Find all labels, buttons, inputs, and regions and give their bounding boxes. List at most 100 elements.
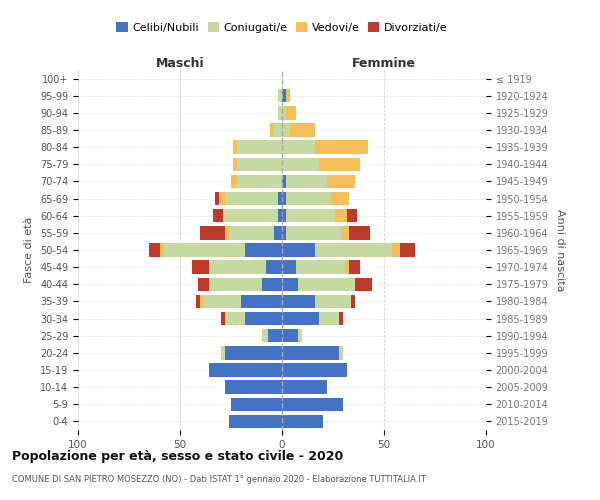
Bar bbox=[160, 244, 164, 256]
Bar bbox=[335, 209, 347, 222]
Bar bbox=[266, 260, 282, 274]
Bar bbox=[331, 192, 349, 205]
Bar bbox=[225, 312, 245, 326]
Bar bbox=[200, 294, 205, 308]
Bar bbox=[237, 140, 282, 154]
Y-axis label: Anni di nascita: Anni di nascita bbox=[555, 209, 565, 291]
Bar bbox=[237, 158, 282, 171]
Bar bbox=[327, 174, 355, 188]
Bar bbox=[286, 192, 331, 205]
Bar bbox=[282, 329, 298, 342]
Bar bbox=[164, 244, 245, 256]
Bar bbox=[229, 414, 282, 428]
Bar bbox=[298, 278, 355, 291]
Bar bbox=[274, 124, 282, 136]
Bar bbox=[212, 209, 223, 222]
Bar bbox=[314, 140, 368, 154]
Bar bbox=[286, 89, 290, 102]
Bar bbox=[349, 226, 370, 239]
Bar bbox=[237, 174, 282, 188]
Bar bbox=[282, 380, 327, 394]
Bar bbox=[225, 192, 278, 205]
Bar bbox=[278, 192, 282, 205]
Bar bbox=[314, 294, 352, 308]
Bar bbox=[223, 209, 278, 222]
Bar bbox=[274, 226, 282, 239]
Bar bbox=[229, 226, 274, 239]
Bar bbox=[296, 260, 345, 274]
Bar bbox=[282, 124, 290, 136]
Bar bbox=[298, 329, 302, 342]
Bar bbox=[282, 106, 286, 120]
Bar bbox=[345, 260, 349, 274]
Bar bbox=[225, 226, 229, 239]
Bar bbox=[199, 278, 209, 291]
Bar bbox=[282, 140, 314, 154]
Legend: Celibi/Nubili, Coniugati/e, Vedovi/e, Divorziati/e: Celibi/Nubili, Coniugati/e, Vedovi/e, Di… bbox=[112, 18, 452, 38]
Bar bbox=[282, 89, 286, 102]
Bar bbox=[282, 364, 347, 376]
Bar bbox=[268, 329, 282, 342]
Bar bbox=[319, 158, 359, 171]
Bar bbox=[196, 294, 200, 308]
Bar bbox=[355, 278, 372, 291]
Bar bbox=[339, 346, 343, 360]
Bar bbox=[245, 244, 282, 256]
Bar bbox=[286, 174, 327, 188]
Bar bbox=[262, 278, 282, 291]
Bar bbox=[200, 226, 225, 239]
Text: Maschi: Maschi bbox=[155, 57, 205, 70]
Bar bbox=[400, 244, 415, 256]
Bar bbox=[219, 192, 225, 205]
Bar bbox=[314, 244, 392, 256]
Bar bbox=[282, 226, 286, 239]
Bar bbox=[282, 158, 319, 171]
Bar bbox=[282, 294, 314, 308]
Bar bbox=[282, 244, 314, 256]
Bar bbox=[270, 124, 274, 136]
Bar bbox=[225, 346, 282, 360]
Bar bbox=[347, 209, 358, 222]
Bar bbox=[286, 106, 296, 120]
Bar bbox=[349, 260, 359, 274]
Bar bbox=[352, 294, 355, 308]
Bar bbox=[209, 364, 282, 376]
Bar bbox=[282, 278, 298, 291]
Y-axis label: Fasce di età: Fasce di età bbox=[25, 217, 34, 283]
Text: Femmine: Femmine bbox=[352, 57, 416, 70]
Bar bbox=[319, 312, 339, 326]
Bar bbox=[341, 226, 349, 239]
Bar bbox=[225, 380, 282, 394]
Bar bbox=[221, 346, 225, 360]
Bar bbox=[231, 398, 282, 411]
Bar bbox=[282, 260, 296, 274]
Bar bbox=[241, 294, 282, 308]
Bar bbox=[231, 174, 237, 188]
Bar bbox=[286, 226, 341, 239]
Bar bbox=[282, 398, 343, 411]
Bar bbox=[282, 312, 319, 326]
Bar bbox=[209, 260, 266, 274]
Bar bbox=[215, 192, 219, 205]
Bar bbox=[282, 192, 286, 205]
Text: COMUNE DI SAN PIETRO MOSEZZO (NO) - Dati ISTAT 1° gennaio 2020 - Elaborazione TU: COMUNE DI SAN PIETRO MOSEZZO (NO) - Dati… bbox=[12, 475, 426, 484]
Bar bbox=[282, 209, 286, 222]
Bar bbox=[282, 174, 286, 188]
Text: Popolazione per età, sesso e stato civile - 2020: Popolazione per età, sesso e stato civil… bbox=[12, 450, 343, 463]
Bar bbox=[286, 209, 335, 222]
Bar bbox=[209, 278, 262, 291]
Bar bbox=[149, 244, 160, 256]
Bar bbox=[278, 106, 282, 120]
Bar bbox=[278, 209, 282, 222]
Bar bbox=[221, 312, 225, 326]
Bar bbox=[282, 346, 339, 360]
Bar bbox=[290, 124, 314, 136]
Bar bbox=[339, 312, 343, 326]
Bar bbox=[262, 329, 268, 342]
Bar bbox=[192, 260, 209, 274]
Bar bbox=[233, 158, 237, 171]
Bar bbox=[245, 312, 282, 326]
Bar bbox=[233, 140, 237, 154]
Bar bbox=[282, 414, 323, 428]
Bar bbox=[392, 244, 400, 256]
